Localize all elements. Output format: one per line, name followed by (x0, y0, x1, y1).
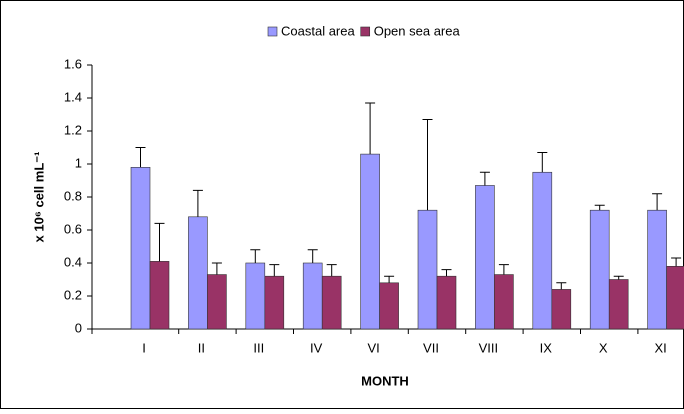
x-tick-label: I (142, 340, 146, 355)
bar (647, 209, 667, 330)
bar (532, 171, 553, 330)
bar (360, 153, 380, 330)
error-bar (479, 171, 490, 186)
y-tick-label: 0.4 (64, 254, 82, 269)
error-bar (307, 249, 318, 263)
x-tick-label: X (599, 340, 608, 355)
x-tick-label: XI (654, 340, 666, 355)
x-tick-label: IV (310, 340, 323, 355)
x-tick-label: VIII (479, 340, 499, 355)
x-axis-label: MONTH (361, 373, 409, 388)
y-tick-label: 0.8 (64, 188, 82, 203)
y-tick-label: 1.6 (64, 56, 82, 71)
y-axis-label: x 10⁶ cell mL⁻¹ (31, 152, 46, 243)
y-tick-label: 1.4 (64, 89, 82, 104)
legend-label: Open sea area (374, 23, 461, 38)
bar (245, 262, 266, 330)
legend-label: Coastal area (281, 23, 355, 38)
x-tick-label: VI (367, 340, 379, 355)
error-bar (250, 249, 261, 263)
error-bar (269, 264, 280, 277)
legend-swatch (267, 26, 278, 37)
error-bar (135, 147, 146, 168)
error-bar (441, 269, 452, 277)
y-tick-label: 1.2 (64, 122, 82, 137)
error-bar (652, 193, 663, 211)
x-tick-label: VII (423, 340, 439, 355)
x-tick-label: II (198, 340, 205, 355)
bar (188, 216, 208, 330)
error-bar (594, 204, 605, 211)
bar (207, 274, 227, 330)
bar (666, 265, 684, 330)
error-bar (192, 189, 203, 217)
error-bar (556, 282, 567, 290)
bar (436, 275, 457, 330)
bar (417, 209, 438, 330)
y-tick-label: 0.6 (64, 221, 82, 236)
x-tick-label: III (253, 340, 264, 355)
error-bar (326, 264, 337, 277)
bar (551, 289, 572, 330)
y-tick-label: 0 (75, 320, 82, 335)
bar (475, 185, 495, 330)
error-bar (154, 222, 165, 262)
x-tick-label: IX (540, 340, 553, 355)
bar (379, 282, 399, 330)
bar (130, 167, 151, 330)
error-bar (498, 264, 509, 275)
bar (264, 275, 285, 330)
error-bar (537, 151, 548, 173)
error-bar (384, 275, 395, 283)
y-tick-label: 1 (75, 155, 82, 170)
error-bar (211, 262, 222, 275)
bar (494, 274, 514, 330)
bar (589, 209, 610, 330)
bar (321, 275, 342, 330)
error-bar (613, 275, 624, 280)
legend-swatch (360, 26, 371, 37)
bar (608, 279, 629, 330)
y-tick-label: 0.2 (64, 287, 82, 302)
error-bar (422, 118, 433, 211)
bar (302, 262, 323, 330)
error-bar (671, 257, 682, 267)
bar (149, 261, 170, 330)
error-bar (365, 102, 376, 155)
